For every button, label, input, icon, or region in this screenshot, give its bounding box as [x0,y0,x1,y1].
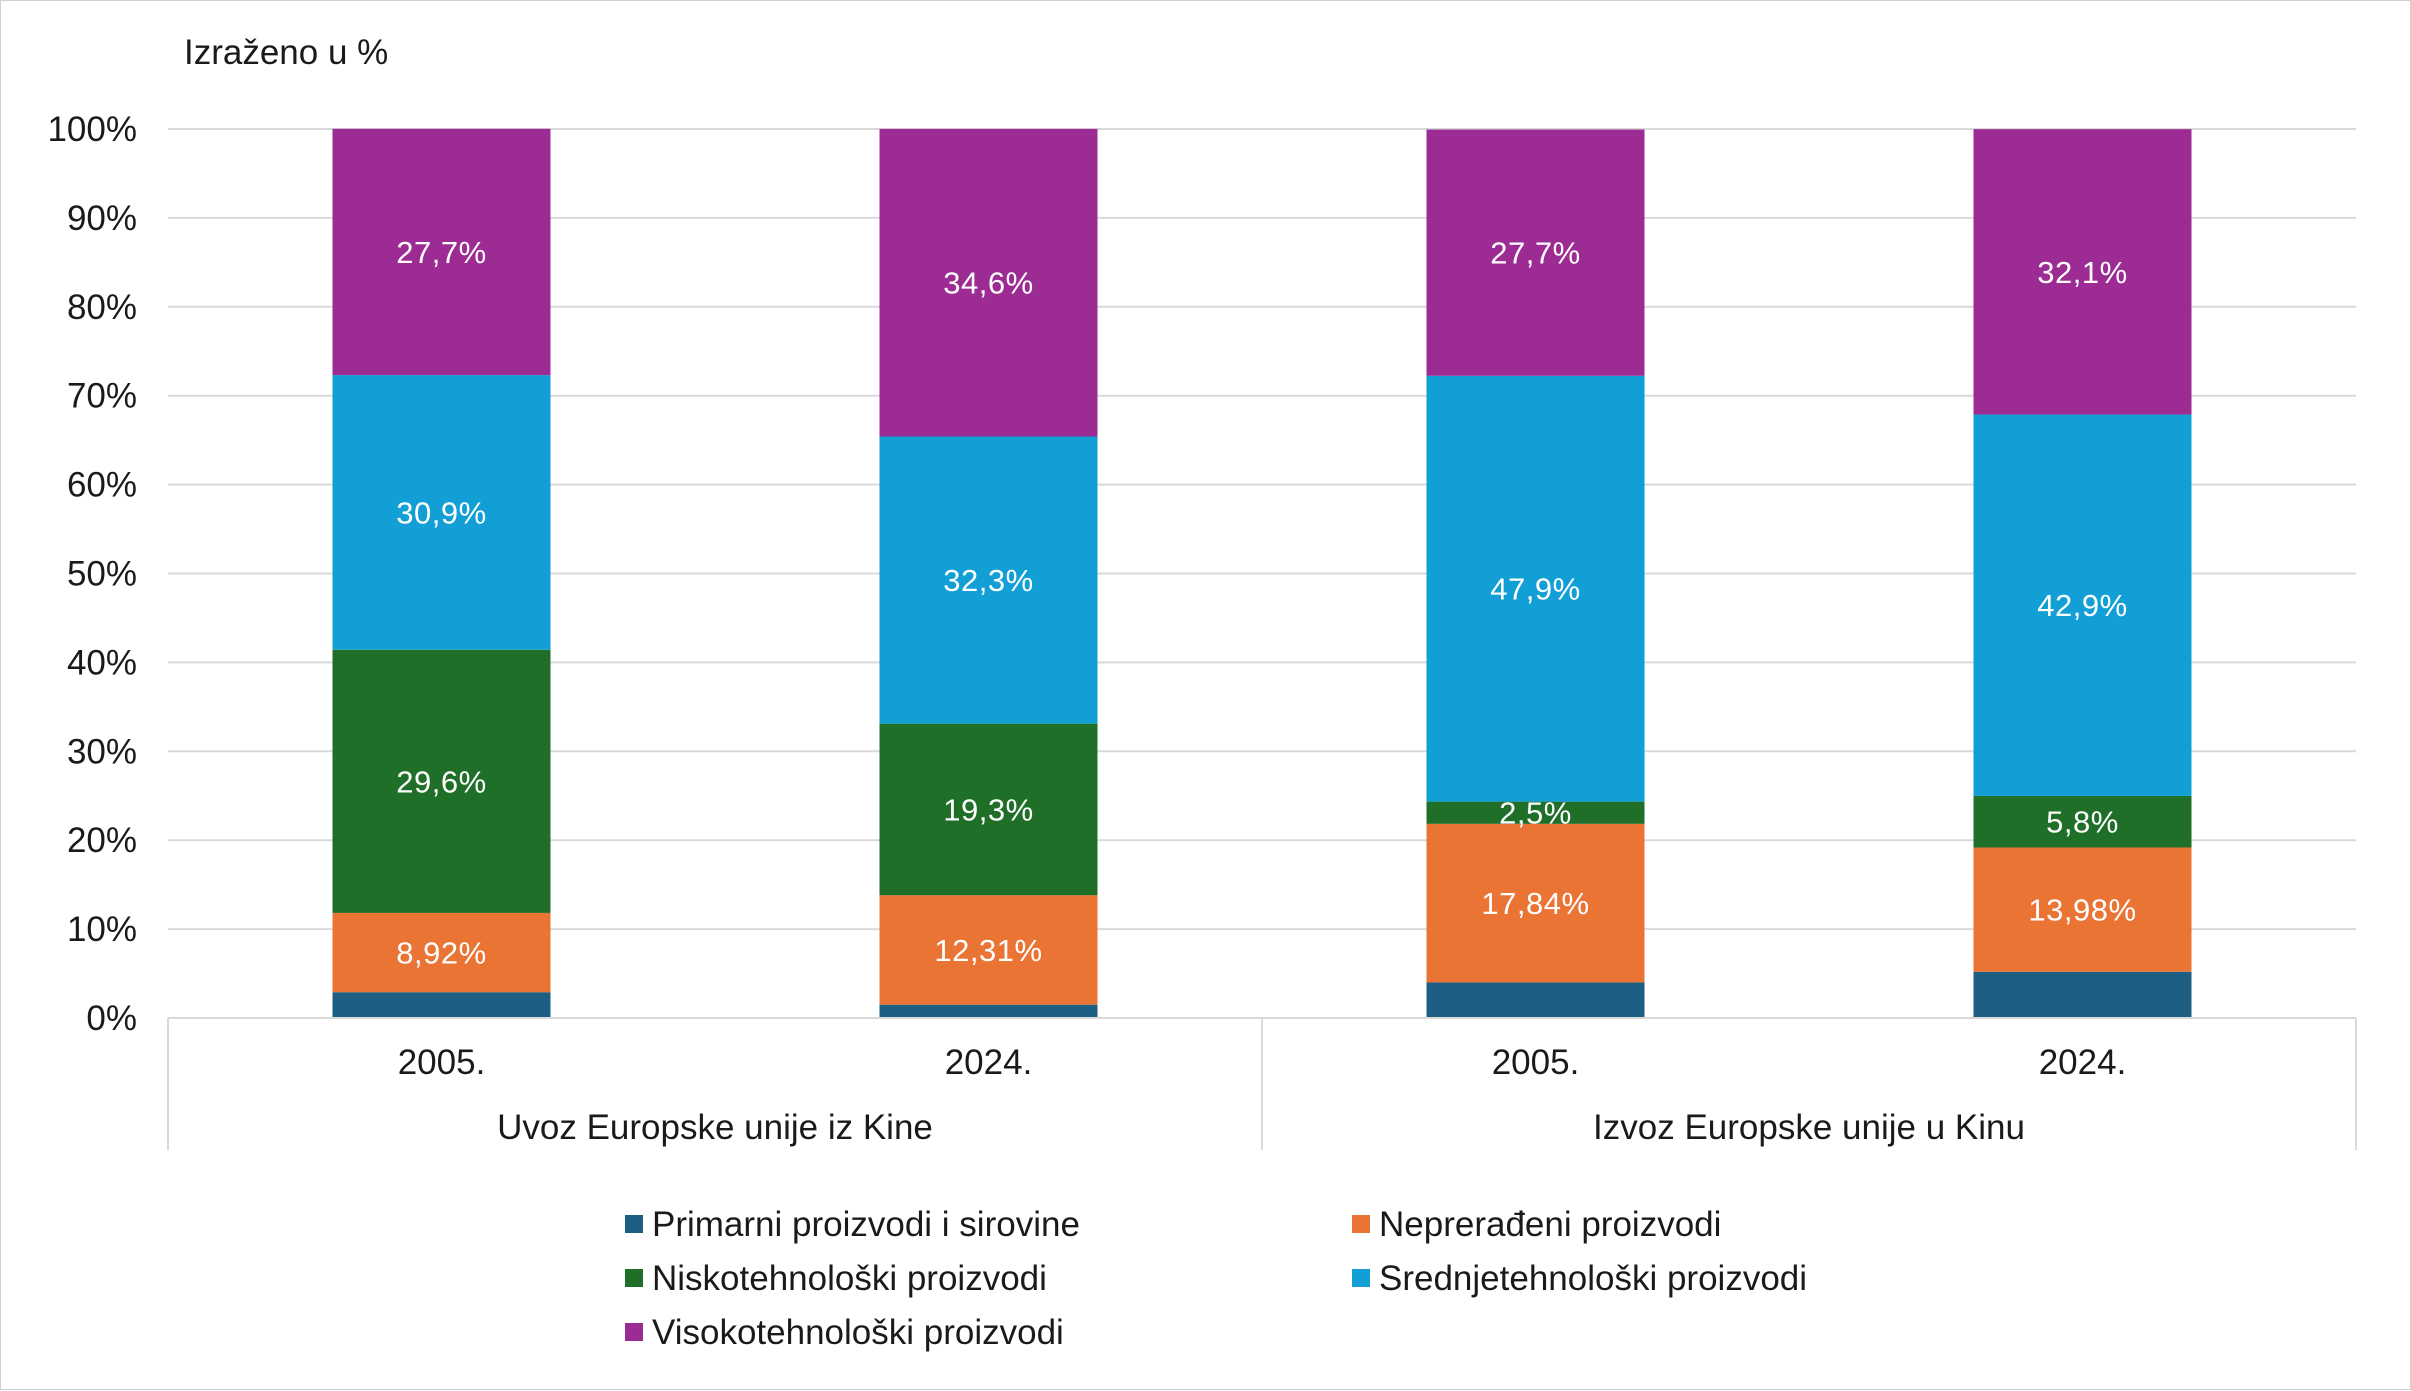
bar-segment [1426,823,1645,983]
bar-segment [1426,801,1645,824]
data-label: 32,1% [2037,255,2127,290]
unit-note: Izraženo u % [184,33,388,72]
data-label: 47,9% [1490,572,1580,607]
legend-entry-label: Neprerađeni proizvodi [1379,1205,1721,1244]
legend-swatch [1352,1269,1370,1287]
bar-segment [332,912,551,993]
data-label: 13,98% [2028,893,2136,928]
y-tick-label: 0% [86,999,137,1038]
bar-segment [879,128,1098,437]
x-tick-label: 2024. [945,1043,1033,1082]
y-tick-label: 30% [67,732,137,771]
x-tick-label: 2005. [398,1043,486,1082]
bar-segment [879,895,1098,1005]
data-label: 29,6% [396,764,486,799]
data-label: 8,92% [396,936,486,971]
bar-segment [1973,795,2192,848]
bar-segment [1973,847,2192,972]
legend-entry-label: Primarni proizvodi i sirovine [652,1205,1080,1244]
x-tick-label: 2024. [2039,1043,2127,1082]
y-tick-label: 100% [47,110,137,149]
legend-swatch [625,1323,643,1341]
x-group-label: Uvoz Europske unije iz Kine [497,1108,933,1147]
bar-segment [1973,414,2192,796]
y-tick-label: 50% [67,555,137,594]
bar-segment [332,128,551,376]
legend-entry-label: Visokotehnološki proizvodi [652,1313,1064,1352]
y-tick-label: 90% [67,199,137,238]
data-label: 27,7% [396,235,486,270]
data-label: 34,6% [943,266,1033,301]
bar-segment [879,723,1098,896]
x-group-label: Izvoz Europske unije u Kinu [1593,1108,2025,1147]
y-tick-label: 40% [67,643,137,682]
y-axis-tick-labels: 0% 10% 20% 30% 40% 50% 60% 70% 80% 90% 100% [47,110,137,1038]
bar-segment [879,436,1098,724]
bar-segment [879,1004,1098,1018]
legend-entry-label: Srednjetehnološki proizvodi [1379,1259,1807,1298]
y-tick-label: 10% [67,910,137,949]
data-label: 17,84% [1481,886,1589,921]
y-tick-label: 60% [67,466,137,505]
x-axis: 2005. 2024. Uvoz Europske unije iz Kine 200… [167,1017,2357,1150]
data-label: 12,31% [934,933,1042,968]
bar-segment [332,992,551,1018]
legend-entry-label: Niskotehnološki proizvodi [652,1259,1047,1298]
y-tick-label: 20% [67,821,137,860]
legend: Primarni proizvodi i sirovine Neprerađeni… [625,1205,1807,1352]
bar-segment [1426,982,1645,1018]
legend-swatch [625,1215,643,1233]
data-label: 19,3% [943,792,1033,827]
bar-segment [332,649,551,913]
data-label: 42,9% [2037,588,2127,623]
bar-segment [1973,129,2192,415]
data-label: 27,7% [1490,236,1580,271]
data-label: 2,5% [1499,796,1572,831]
bar-segment [1426,375,1645,802]
bar-segment [1973,971,2192,1018]
data-label: 30,9% [396,495,486,530]
legend-swatch [625,1269,643,1287]
y-tick-label: 80% [67,288,137,327]
data-label: 32,3% [943,563,1033,598]
legend-swatch [1352,1215,1370,1233]
data-label: 5,8% [2046,805,2119,840]
bar-segment [332,375,551,650]
x-tick-label: 2005. [1492,1043,1580,1082]
y-tick-label: 70% [67,377,137,416]
bar-layer [332,128,2192,1018]
data-label-layer: 8,92% 29,6% 30,9% 27,7% 12,31% 19,3% 32,3% 34,6… [396,235,2136,971]
bar-segment [1426,129,1645,376]
